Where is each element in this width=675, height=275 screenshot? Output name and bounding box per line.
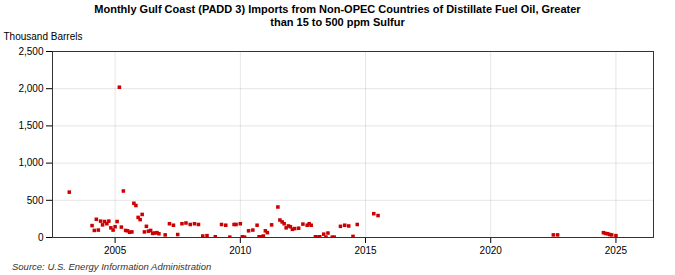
svg-text:1,500: 1,500 [18, 120, 43, 131]
svg-text:2010: 2010 [229, 245, 252, 256]
svg-text:2005: 2005 [104, 245, 127, 256]
html-text:Source: U.S. Energy Informatio: Source: U.S. Energy Information Administ… [12, 261, 212, 273]
html-text:Monthly Gulf Coast (PADD 3) Im: Monthly Gulf Coast (PADD 3) Imports from… [94, 3, 581, 29]
svg-text:Thousand Barrels: Thousand Barrels [4, 31, 83, 42]
svg-text:500: 500 [27, 195, 44, 206]
svg-text:2020: 2020 [480, 245, 503, 256]
svg-text:2015: 2015 [354, 245, 377, 256]
svg-text:1,000: 1,000 [18, 158, 43, 169]
svg-text:2025: 2025 [605, 245, 628, 256]
svg-text:2,000: 2,000 [18, 83, 43, 94]
svg-text:2,500: 2,500 [18, 46, 43, 57]
svg-text:0: 0 [38, 232, 44, 243]
